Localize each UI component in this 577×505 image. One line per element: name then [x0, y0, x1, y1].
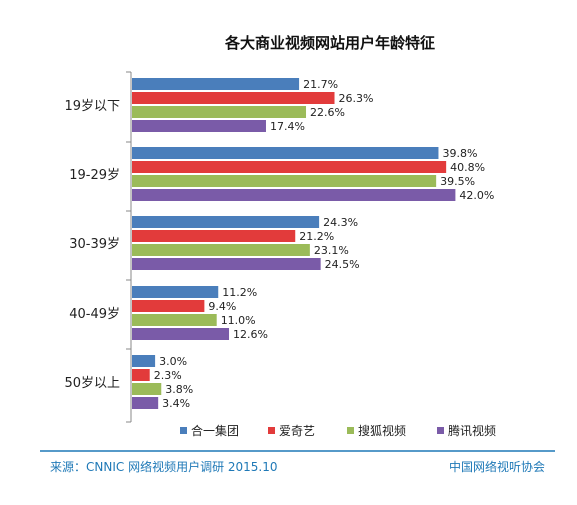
bar [132, 120, 266, 132]
data-label: 11.2% [222, 286, 257, 299]
data-label: 9.4% [208, 300, 236, 313]
data-label: 21.2% [299, 230, 334, 243]
bar [132, 286, 219, 298]
data-label: 24.3% [323, 216, 358, 229]
bar [132, 230, 296, 242]
data-label: 12.6% [233, 328, 268, 341]
chart-title: 各大商业视频网站用户年龄特征 [224, 34, 435, 52]
category-label: 40-49岁 [69, 307, 120, 322]
legend-swatch [437, 427, 444, 434]
bar [132, 189, 456, 201]
data-label: 2.3% [154, 369, 182, 382]
footer-source: 来源：CNNIC 网络视频用户调研 2015.10 [50, 459, 278, 474]
data-label: 3.4% [162, 397, 190, 410]
bar-series-group: 21.7%26.3%22.6% 17.4% 39.8%40.8%39.5%42.0%… [132, 78, 494, 410]
footer-org: 中国网络视听协会 [449, 459, 545, 474]
bar [132, 258, 321, 270]
legend-label: 搜狐视频 [358, 423, 406, 438]
data-label: 40.8% [450, 161, 485, 174]
bar [132, 216, 320, 228]
legend-swatch [347, 427, 354, 434]
bar [132, 300, 205, 312]
category-label: 19岁以下 [64, 99, 120, 114]
data-label: 21.7% [303, 78, 338, 91]
data-label: 39.5% [440, 175, 475, 188]
legend-swatch [180, 427, 187, 434]
data-label: 22.6% [310, 106, 345, 119]
data-label: 26.3% [339, 92, 374, 105]
bar [132, 147, 439, 159]
legend-label: 腾讯视频 [448, 423, 496, 438]
legend-label: 合一集团 [191, 423, 239, 438]
category-axis: 19岁以下 19-29岁 30-39岁 40-49岁 50岁以上 [64, 71, 132, 423]
bar [132, 369, 150, 381]
legend-swatch [268, 427, 275, 434]
data-label: 11.0% [221, 314, 256, 327]
bar [132, 244, 310, 256]
data-label: 23.1% [314, 244, 349, 257]
bar [132, 397, 159, 409]
data-label: 3.8% [165, 383, 193, 396]
bar [132, 383, 162, 395]
data-label: 42.0% [459, 189, 494, 202]
data-label: 17.4% [270, 120, 305, 133]
bar [132, 328, 230, 340]
bar [132, 355, 156, 367]
data-label: 3.0% [159, 355, 187, 368]
bar [132, 161, 447, 173]
data-label: 39.8% [442, 147, 477, 160]
category-label: 19-29岁 [69, 168, 120, 183]
data-label: 24.5% [325, 258, 360, 271]
bar [132, 92, 335, 104]
bar [132, 175, 437, 187]
bar [132, 314, 217, 326]
legend: 合一集团 爱奇艺 搜狐视频 腾讯视频 [180, 423, 496, 438]
category-label: 30-39岁 [69, 237, 120, 252]
bar [132, 78, 300, 90]
category-label: 50岁以上 [64, 376, 120, 391]
bar [132, 106, 307, 118]
legend-label: 爱奇艺 [279, 424, 315, 438]
